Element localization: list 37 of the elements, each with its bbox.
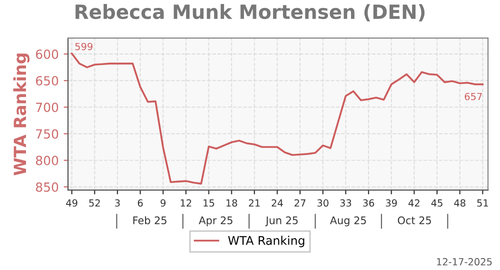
x-tick-label: 15 [204, 199, 214, 207]
x-tick-label: 33 [340, 199, 352, 207]
x-tick-label: 24 [272, 199, 283, 206]
x-tick-label: 39 [386, 199, 397, 207]
x-tick-label: 12 [180, 199, 192, 206]
text: Apr 25 [198, 216, 232, 226]
x-tick-label: 49 [66, 199, 78, 207]
x-tick-label: 3 [115, 199, 120, 207]
y-tick-label: 700 [36, 102, 58, 112]
y-tick-label: 750 [36, 129, 58, 139]
x-tick-label: 21 [248, 199, 260, 206]
y-tick-label: 800 [36, 156, 58, 166]
text: 12-17-2025 [437, 258, 492, 266]
x-tick-label: 51 [477, 199, 488, 207]
x-tick-label: 27 [294, 199, 306, 206]
y-tick-label: 650 [36, 76, 58, 86]
x-tick-label: 52 [89, 199, 100, 207]
data-label: 657 [464, 92, 482, 100]
x-tick-label: 30 [317, 199, 328, 207]
text: Jun 25 [265, 216, 298, 226]
x-tick-label: 6 [138, 199, 143, 207]
x-tick-label: 42 [408, 199, 420, 206]
chart-title: Rebecca Munk Mortensen (DEN) [76, 4, 425, 22]
x-tick-label: 48 [454, 199, 466, 207]
x-tick-label: 9 [160, 199, 166, 207]
text: Feb 25 [133, 216, 166, 224]
x-tick-label: 18 [226, 199, 238, 207]
data-label: 599 [75, 42, 92, 50]
legend-label: WTA Ranking [228, 236, 304, 248]
text: Oct 25 [398, 216, 431, 224]
x-tick-label: 36 [363, 199, 374, 207]
y-axis-title: WTA Ranking [13, 54, 30, 176]
line-series [70, 52, 484, 185]
y-tick-label: 600 [36, 49, 58, 59]
x-tick-label: 45 [431, 199, 442, 207]
y-tick-label: 850 [36, 182, 58, 192]
text: Aug 25 [330, 216, 366, 226]
